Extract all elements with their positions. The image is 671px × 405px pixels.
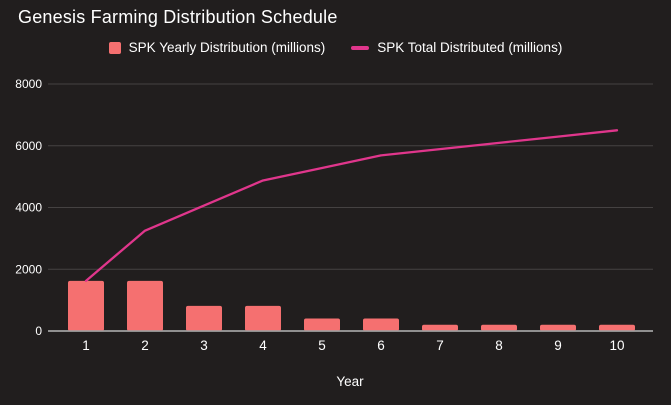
legend-label-total: SPK Total Distributed (millions) [377,40,563,55]
bar-year-6 [363,318,399,331]
x-tick-label-4: 4 [259,338,267,353]
legend: SPK Yearly Distribution (millions) SPK T… [0,40,671,55]
x-tick-label-7: 7 [436,338,444,353]
total-distributed-line [84,129,619,282]
bar-year-4 [245,305,281,331]
x-tick-label-5: 5 [318,338,326,353]
bar-year-8 [481,324,517,331]
legend-label-yearly: SPK Yearly Distribution (millions) [128,40,326,55]
bar-year-9 [540,324,576,331]
y-tick-label: 4000 [15,201,42,215]
x-tick-label-9: 9 [554,338,562,353]
chart-title: Genesis Farming Distribution Schedule [18,7,338,27]
x-tick-label-2: 2 [141,338,149,353]
line-series-swatch-icon [351,45,370,50]
bar-year-10 [599,324,635,331]
bar-year-1 [68,280,104,331]
legend-item-total-distributed[interactable]: SPK Total Distributed (millions) [351,40,562,55]
x-tick-label-10: 10 [609,338,624,353]
bar-year-5 [304,318,340,331]
y-tick-label: 6000 [15,139,42,153]
y-tick-label: 8000 [15,77,42,91]
bar-year-2 [127,280,163,331]
x-tick-label-6: 6 [377,338,385,353]
x-axis-title: Year [336,374,364,389]
y-tick-label: 0 [35,324,42,338]
x-tick-label-1: 1 [82,338,90,353]
legend-item-yearly-distribution[interactable]: SPK Yearly Distribution (millions) [108,40,326,55]
bar-year-3 [186,305,222,331]
bar-series-swatch-icon [108,41,121,54]
bar-year-7 [422,324,458,331]
x-tick-label-3: 3 [200,338,208,353]
y-tick-label: 2000 [15,262,42,276]
x-tick-label-8: 8 [495,338,503,353]
